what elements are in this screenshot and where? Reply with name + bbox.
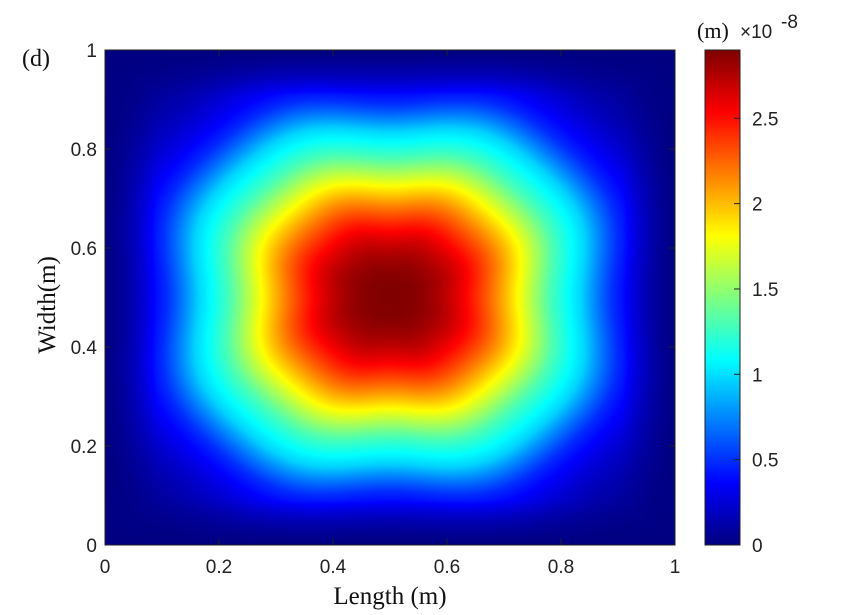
colorbar-exponent-base: ×10: [740, 22, 772, 43]
plot-frame: [104, 49, 676, 546]
y-tick-label: 0.6: [71, 239, 97, 260]
x-axis-ticks: 0 0.2 0.4 0.6 0.8 1: [100, 50, 681, 578]
x-axis-label: Length (m): [333, 583, 446, 610]
y-tick-label: 1: [86, 41, 97, 62]
colorbar-unit-label: (m): [697, 18, 729, 43]
y-tick-label: 0: [86, 536, 97, 557]
x-tick-label: 1: [670, 557, 681, 578]
colorbar-tick-label: 0.5: [752, 451, 778, 472]
x-tick-label: 0.6: [434, 557, 460, 578]
heatmap-canvas: [105, 50, 675, 545]
colorbar-exponent: -8: [781, 12, 798, 33]
x-tick-label: 0.8: [548, 557, 574, 578]
colorbar-tick-label: 0: [752, 536, 763, 557]
colorbar-tick-label: 1: [752, 365, 763, 386]
y-tick-label: 0.2: [71, 437, 97, 458]
x-tick-label: 0.2: [206, 557, 232, 578]
colorbar-tick-label: 2: [752, 195, 763, 216]
x-tick-label: 0: [100, 557, 111, 578]
colorbar-tick-label: 1.5: [752, 280, 778, 301]
x-tick-label: 0.4: [320, 557, 347, 578]
colorbar-tick-label: 2.5: [752, 109, 778, 130]
y-axis-ticks: 0 0.2 0.4 0.6 0.8 1: [71, 41, 675, 557]
y-tick-label: 0.8: [71, 140, 97, 161]
colorbar-canvas: [705, 50, 740, 545]
colorbar-ticks: 0 0.5 1 1.5 2 2.5: [734, 109, 778, 557]
y-axis-label: Width(m): [34, 256, 61, 354]
colorbar-frame: [704, 49, 741, 546]
y-tick-label: 0.4: [71, 338, 98, 359]
panel-label: (d): [22, 46, 50, 72]
